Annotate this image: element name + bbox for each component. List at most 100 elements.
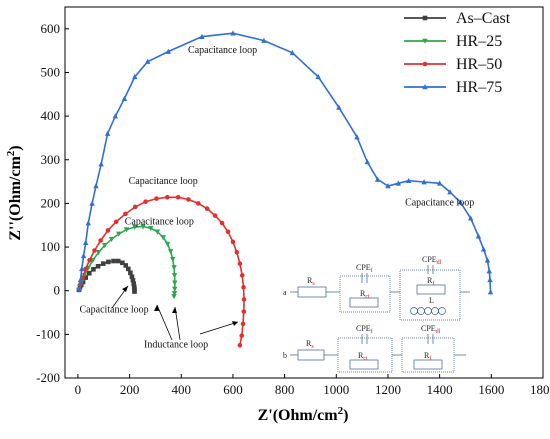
data-point-hr-75 — [132, 73, 138, 80]
data-point-hr-75 — [121, 95, 128, 101]
x-tick-label: 1400 — [427, 382, 453, 397]
data-point-hr-50 — [241, 297, 247, 302]
annotation-label: Capacitance loop — [405, 198, 474, 209]
data-point-hr-25 — [170, 256, 176, 263]
data-point-hr-50 — [87, 257, 92, 263]
data-point-hr-75 — [85, 220, 91, 226]
legend-label-hr-50: HR–50 — [456, 56, 502, 73]
data-point-hr-50 — [230, 239, 236, 245]
data-point-hr-50 — [196, 201, 201, 206]
data-point-hr-75 — [475, 233, 482, 239]
data-point-hr-50 — [123, 211, 128, 217]
y-tick-label: 0 — [54, 283, 61, 298]
data-point-hr-75 — [486, 268, 492, 274]
data-point-hr-75 — [289, 49, 296, 56]
data-point-hr-75 — [484, 257, 491, 263]
data-point-hr-25 — [160, 235, 166, 241]
data-point-hr-25 — [132, 224, 138, 230]
data-point-hr-75 — [104, 130, 111, 136]
circuit-a-rct — [349, 297, 379, 308]
data-point-hr-75 — [395, 180, 402, 186]
data-point-as-cast — [83, 275, 88, 280]
circuit-a-block2 — [399, 269, 461, 321]
data-point-hr-75 — [76, 285, 82, 291]
circuit-a-rs — [297, 286, 327, 298]
legend-label-hr-75: HR–75 — [456, 79, 502, 96]
data-point-as-cast — [86, 270, 92, 276]
data-point-as-cast — [120, 260, 125, 266]
data-point-hr-50 — [241, 309, 247, 314]
x-tick-label: 0 — [75, 382, 82, 397]
arrowhead-ind-2 — [172, 307, 177, 313]
annotation-label: Inductance loop — [144, 339, 208, 350]
data-point-hr-50 — [154, 196, 159, 201]
data-point-as-cast — [128, 270, 133, 276]
data-point-hr-75 — [89, 200, 95, 206]
legend-label-hr-25: HR–25 — [456, 33, 502, 50]
annotation-label: Capacitance loop — [80, 305, 149, 316]
data-point-as-cast — [130, 277, 136, 283]
circuit-b-rct-label: Rct — [358, 351, 368, 362]
data-point-hr-50 — [237, 342, 243, 348]
data-point-hr-50 — [219, 220, 225, 226]
data-point-hr-75 — [336, 104, 342, 110]
data-point-hr-75 — [487, 276, 493, 283]
data-point-as-cast — [132, 289, 137, 294]
data-point-hr-75 — [144, 58, 151, 64]
annotation-label: Capacitance loop — [188, 45, 257, 56]
annotation-label: Capacitance loop — [125, 216, 194, 227]
data-point-hr-75 — [80, 252, 87, 259]
data-point-hr-50 — [83, 266, 88, 272]
arrow-inductance-1 — [156, 304, 173, 341]
y-axis-title: Z''(Ohm/cm2) — [5, 145, 24, 240]
data-point-hr-75 — [93, 183, 99, 189]
data-point-hr-50 — [241, 284, 246, 290]
legend-marker-as-cast — [422, 15, 428, 21]
y-tick-label: 300 — [41, 152, 61, 167]
data-point-as-cast — [91, 267, 96, 272]
data-point-hr-75 — [112, 113, 119, 119]
data-point-hr-25 — [171, 273, 178, 279]
data-point-hr-75 — [354, 134, 360, 140]
circuit-a-inductor-coil — [410, 307, 446, 315]
legend-marker-hr-25 — [422, 38, 428, 44]
data-point-hr-25 — [140, 224, 146, 230]
y-tick-label: -100 — [36, 326, 60, 341]
data-point-hr-75 — [364, 159, 371, 165]
data-point-hr-75 — [230, 30, 236, 36]
data-point-hr-25 — [123, 227, 130, 233]
data-point-as-cast — [106, 259, 111, 265]
y-tick-label: -200 — [36, 370, 60, 385]
data-point-hr-50 — [105, 228, 111, 233]
data-point-as-cast — [131, 284, 137, 290]
data-point-hr-25 — [148, 225, 154, 232]
arrowhead-ind-3 — [232, 321, 238, 326]
data-point-hr-75 — [261, 37, 267, 43]
data-point-hr-50 — [239, 273, 245, 278]
arrow-inductance-3 — [199, 321, 239, 335]
data-point-hr-50 — [175, 195, 181, 200]
data-point-hr-25 — [172, 286, 178, 292]
y-tick-label: 200 — [41, 195, 61, 210]
data-point-hr-75 — [315, 73, 321, 80]
plot-frame — [64, 6, 544, 379]
circuit-b-rf-label: Rf — [424, 351, 431, 362]
annotation-label: Capacitance loop — [129, 176, 198, 187]
circuit-b-block1 — [337, 337, 393, 373]
data-point-hr-75 — [98, 161, 104, 167]
data-point-hr-75 — [79, 265, 85, 272]
circuit-a-rct-label: Rct — [360, 289, 370, 300]
arrowhead-ascast — [122, 286, 128, 292]
circuit-b-rs-label: Rs — [306, 339, 314, 350]
x-tick-label: 1800 — [530, 382, 550, 397]
x-tick-label: 1000 — [323, 382, 349, 397]
data-point-hr-50 — [113, 219, 119, 225]
data-point-hr-75 — [487, 289, 494, 295]
data-point-hr-50 — [234, 249, 240, 255]
data-point-as-cast — [115, 258, 121, 264]
y-tick-label: 600 — [41, 21, 61, 36]
circuit-b-cpe-dl-label: CPEdl — [421, 324, 441, 335]
data-point-as-cast — [100, 261, 106, 266]
